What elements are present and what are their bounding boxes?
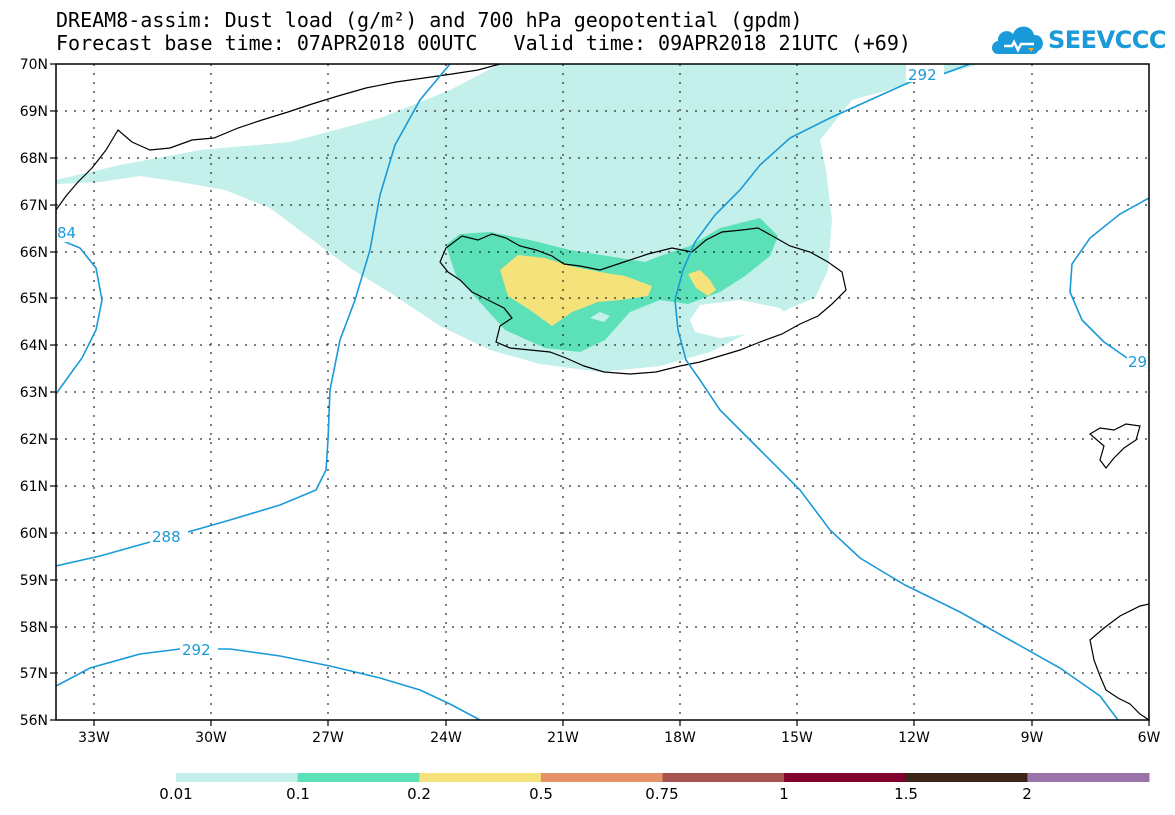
lat-label-65n: 65N (20, 291, 48, 307)
lat-label-66n: 66N (20, 245, 48, 261)
legend-swatch (905, 773, 1028, 782)
lat-label-61n: 61N (20, 479, 48, 495)
lon-label-33w: 33W (78, 730, 110, 746)
legend-label: 0.1 (286, 785, 310, 803)
lon-label-24w: 24W (430, 730, 462, 746)
dust-area-medium (500, 255, 652, 326)
lat-label-64n: 64N (20, 338, 48, 354)
coastlines (56, 64, 1149, 720)
legend-label: 0.75 (645, 785, 678, 803)
contour-label-group: 292 288 292 84 29 (56, 64, 1149, 659)
contour-label-29x: 29 (1128, 353, 1147, 371)
latitude-labels: 70N 69N 68N 67N 66N 65N 64N 63N 62N 61N … (20, 57, 48, 729)
legend-swatch (1027, 773, 1150, 782)
legend-label: 0.5 (529, 785, 553, 803)
greenland-coast (56, 64, 501, 211)
lat-label-69n: 69N (20, 104, 48, 120)
dust-gap-east (690, 300, 790, 338)
contour-label-284: 84 (57, 224, 76, 242)
legend-swatch (662, 773, 785, 782)
dust-gap-inner (590, 312, 610, 322)
legend-label: 0.2 (407, 785, 431, 803)
map-plot-area: 292 288 292 84 29 (56, 64, 1149, 720)
lat-label-58n: 58N (20, 620, 48, 636)
legend-swatch (297, 773, 420, 782)
lon-label-15w: 15W (781, 730, 813, 746)
contour-east-29x (1069, 197, 1149, 371)
chart-title: DREAM8-assim: Dust load (g/m²) and 700 h… (56, 8, 803, 32)
lat-label-67n: 67N (20, 198, 48, 214)
lat-label-70n: 70N (20, 57, 48, 73)
contour-label-288: 288 (152, 528, 181, 546)
contour-south-292 (56, 648, 481, 720)
chart-subtitle: Forecast base time: 07APR2018 00UTC Vali… (56, 31, 911, 55)
lat-label-56n: 56N (20, 713, 48, 729)
lon-label-18w: 18W (664, 730, 696, 746)
seevccc-logo: SEEVCCC (988, 18, 1168, 62)
lat-label-57n: 57N (20, 666, 48, 682)
color-legend (176, 773, 1150, 782)
legend-swatch (784, 773, 907, 782)
gridlines (56, 64, 1149, 720)
legend-label: 0.01 (159, 785, 192, 803)
legend-label: 1.5 (894, 785, 918, 803)
contour-label-292-north: 292 (908, 66, 937, 84)
logo-text: SEEVCCC (1048, 26, 1167, 54)
contour-east-iceland (674, 64, 1119, 720)
longitude-labels: 33W 30W 27W 24W 21W 18W 15W 12W 9W 6W (78, 730, 1160, 746)
legend-swatch (176, 773, 299, 782)
lat-label-59n: 59N (20, 573, 48, 589)
legend-swatch (540, 773, 663, 782)
lon-label-6w: 6W (1138, 730, 1161, 746)
scotland-coast (1089, 603, 1149, 720)
faroe-islands (1088, 423, 1141, 469)
lat-label-63n: 63N (20, 385, 48, 401)
lat-label-62n: 62N (20, 432, 48, 448)
dust-area-medium-east (688, 270, 716, 296)
iceland-coast (439, 227, 847, 375)
legend-labels: 0.01 0.1 0.2 0.5 0.75 1 1.5 2 (159, 785, 1031, 803)
dust-area-lowest (56, 64, 980, 372)
legend-swatch (419, 773, 542, 782)
contour-west-284 (56, 237, 103, 395)
lon-label-27w: 27W (312, 730, 344, 746)
lat-label-68n: 68N (20, 151, 48, 167)
tick-marks (50, 63, 1150, 726)
contour-label-292-south: 292 (182, 641, 211, 659)
cloud-icon (992, 26, 1043, 54)
lat-label-60n: 60N (20, 526, 48, 542)
lon-label-9w: 9W (1021, 730, 1044, 746)
lon-label-12w: 12W (898, 730, 930, 746)
legend-label: 1 (779, 785, 789, 803)
legend-label: 2 (1022, 785, 1032, 803)
lon-label-30w: 30W (195, 730, 227, 746)
lon-label-21w: 21W (547, 730, 579, 746)
